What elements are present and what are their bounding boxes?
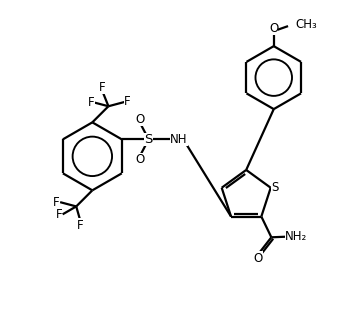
Text: S: S — [144, 133, 153, 146]
Text: F: F — [88, 96, 95, 109]
Text: O: O — [135, 153, 144, 166]
Text: F: F — [99, 81, 105, 94]
Text: CH₃: CH₃ — [295, 18, 317, 31]
Text: S: S — [271, 181, 279, 194]
Text: O: O — [135, 113, 144, 126]
Text: F: F — [53, 196, 60, 209]
Text: NH: NH — [170, 133, 188, 146]
Text: O: O — [269, 22, 278, 35]
Text: F: F — [77, 218, 84, 232]
Text: F: F — [124, 95, 131, 109]
Text: O: O — [253, 251, 263, 265]
Text: NH₂: NH₂ — [285, 230, 307, 243]
Text: F: F — [56, 208, 62, 221]
